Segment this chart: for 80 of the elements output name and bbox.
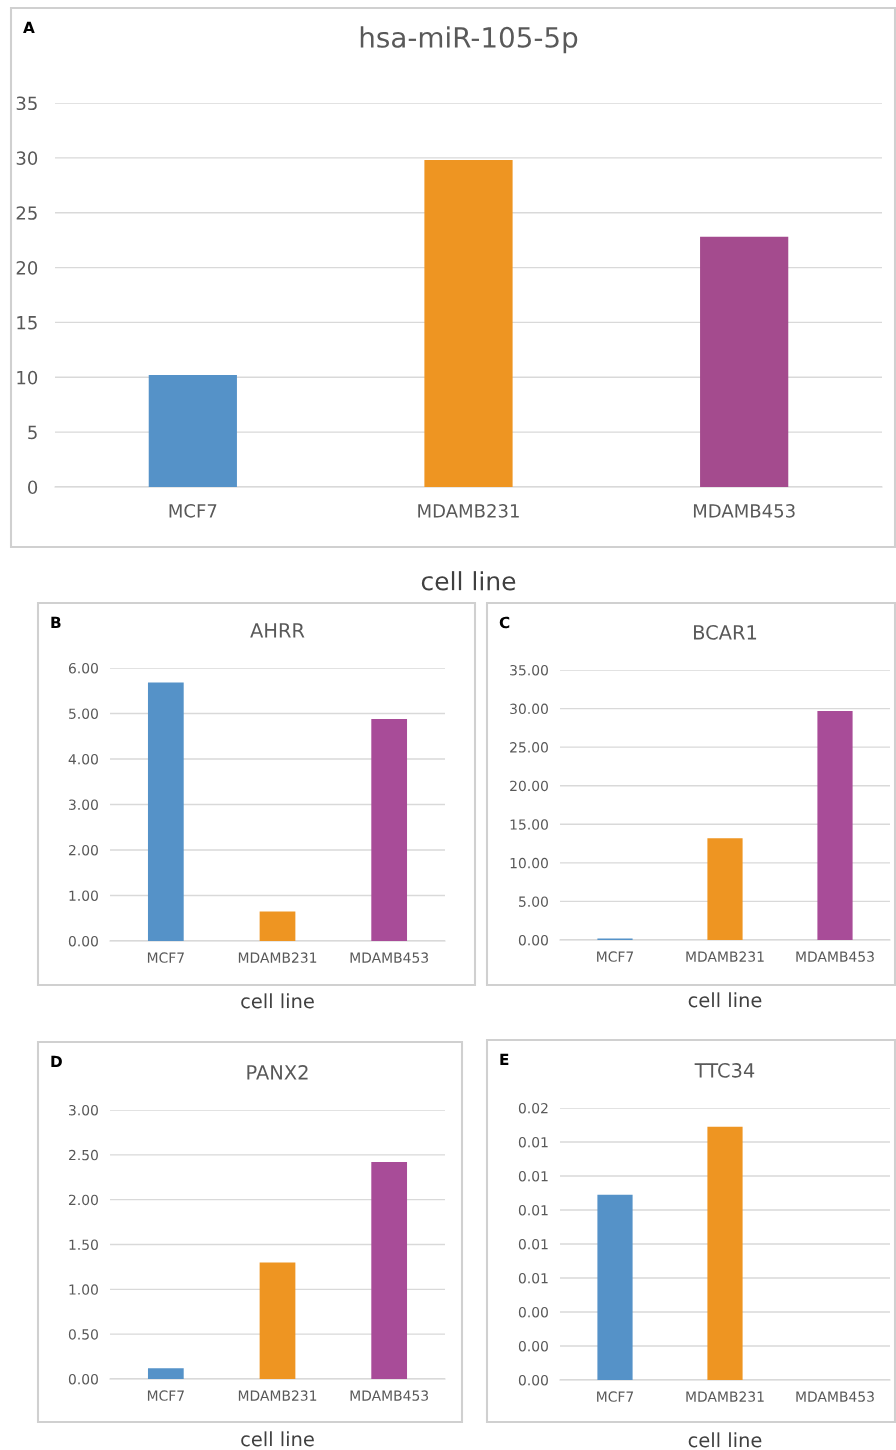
y-tick-label: 0.00 [68, 1373, 98, 1385]
y-tick-label: 2.00 [68, 844, 98, 856]
y-tick-label: 0 [28, 480, 38, 495]
y-tick-label: 0.00 [518, 934, 548, 946]
x-tick-label: MDAMB231 [686, 951, 764, 962]
y-tick-label: 0.01 [518, 1238, 548, 1250]
y-tick-label: 6.00 [68, 662, 98, 674]
y-tick-label: 5.00 [519, 896, 548, 907]
y-tick-label: 0.00 [68, 935, 98, 947]
x-tick-label: MDAMB231 [238, 1390, 317, 1401]
y-tick-label: 0.01 [518, 1272, 548, 1284]
y-tick-label: 0.00 [518, 1340, 548, 1352]
y-tick-label: 20 [16, 261, 38, 275]
x-tick-label: MDAMB453 [350, 1390, 429, 1401]
y-tick-label: 3.00 [69, 1104, 98, 1116]
y-tick-label: 2.00 [68, 1194, 98, 1206]
x-tick-label: MCF7 [597, 951, 634, 962]
x-tick-label: MCF7 [597, 1391, 634, 1402]
y-tick-label: 15 [17, 316, 37, 330]
bar [259, 1262, 296, 1379]
y-tick-label: 20.00 [510, 780, 548, 792]
y-tick-label: 5 [28, 425, 37, 440]
y-tick-label: 0.50 [68, 1329, 98, 1340]
y-tick-label: 2.50 [68, 1149, 98, 1161]
x-axis-title: cell line [421, 571, 516, 591]
y-tick-label: 15.00 [510, 819, 548, 830]
text: A [23, 21, 35, 33]
y-tick-label: 0.02 [518, 1102, 548, 1114]
chart-title: TTC34 [694, 1063, 755, 1078]
y-tick-label: 3.00 [69, 799, 98, 810]
y-tick-label: 0.01 [518, 1170, 548, 1182]
y-tick-label: 0.00 [518, 1306, 548, 1318]
y-tick-label: 1.50 [69, 1239, 98, 1250]
x-tick-label: MDAMB453 [693, 503, 795, 518]
y-tick-label: 1.00 [69, 1284, 98, 1295]
bar [424, 160, 513, 487]
bar [147, 682, 184, 941]
x-axis-title: cell line [241, 1431, 314, 1447]
text: C [499, 616, 510, 629]
y-tick-label: 1.00 [69, 890, 98, 901]
bar [371, 1162, 408, 1379]
chart-title: PANX2 [247, 1065, 308, 1080]
y-tick-label: 10 [17, 370, 38, 385]
chart-title: BCAR1 [694, 625, 757, 640]
bar [147, 1368, 184, 1379]
y-tick-label: 25.00 [510, 742, 548, 753]
y-tick-label: 4.00 [68, 753, 98, 765]
y-tick-label: 35.00 [510, 664, 548, 676]
x-tick-label: MDAMB453 [796, 951, 874, 962]
x-tick-label: MDAMB231 [238, 952, 317, 963]
x-tick-label: MCF7 [169, 503, 217, 518]
y-tick-label: 0.00 [518, 1374, 548, 1386]
y-tick-label: 35 [16, 96, 37, 111]
x-tick-label: MDAMB453 [796, 1391, 874, 1402]
text: B [51, 616, 61, 628]
text: D [51, 1055, 62, 1067]
x-axis-title: cell line [688, 1432, 762, 1448]
bar [707, 838, 743, 940]
y-tick-label: 30 [16, 151, 38, 165]
y-tick-label: 0.01 [518, 1204, 548, 1216]
x-tick-label: MCF7 [147, 1390, 184, 1401]
text: E [500, 1053, 509, 1065]
y-tick-label: 5.00 [69, 708, 98, 719]
bar [817, 710, 853, 940]
bar [371, 718, 408, 941]
y-tick-label: 30.00 [510, 703, 548, 715]
bar [700, 236, 789, 487]
x-axis-title: cell line [241, 993, 314, 1009]
y-tick-label: 25 [16, 206, 37, 220]
x-axis-title: cell line [688, 992, 762, 1008]
chart-title: hsa-miR-105-5p [360, 26, 578, 54]
x-tick-label: MDAMB231 [418, 503, 519, 518]
chart-title: AHRR [250, 623, 305, 638]
x-tick-label: MDAMB453 [350, 952, 429, 963]
y-tick-label: 10.00 [510, 857, 548, 869]
bar [259, 911, 296, 941]
bar [148, 375, 237, 487]
x-tick-label: MDAMB231 [686, 1391, 764, 1402]
y-tick-label: 0.01 [518, 1136, 548, 1148]
x-tick-label: MCF7 [147, 952, 184, 963]
